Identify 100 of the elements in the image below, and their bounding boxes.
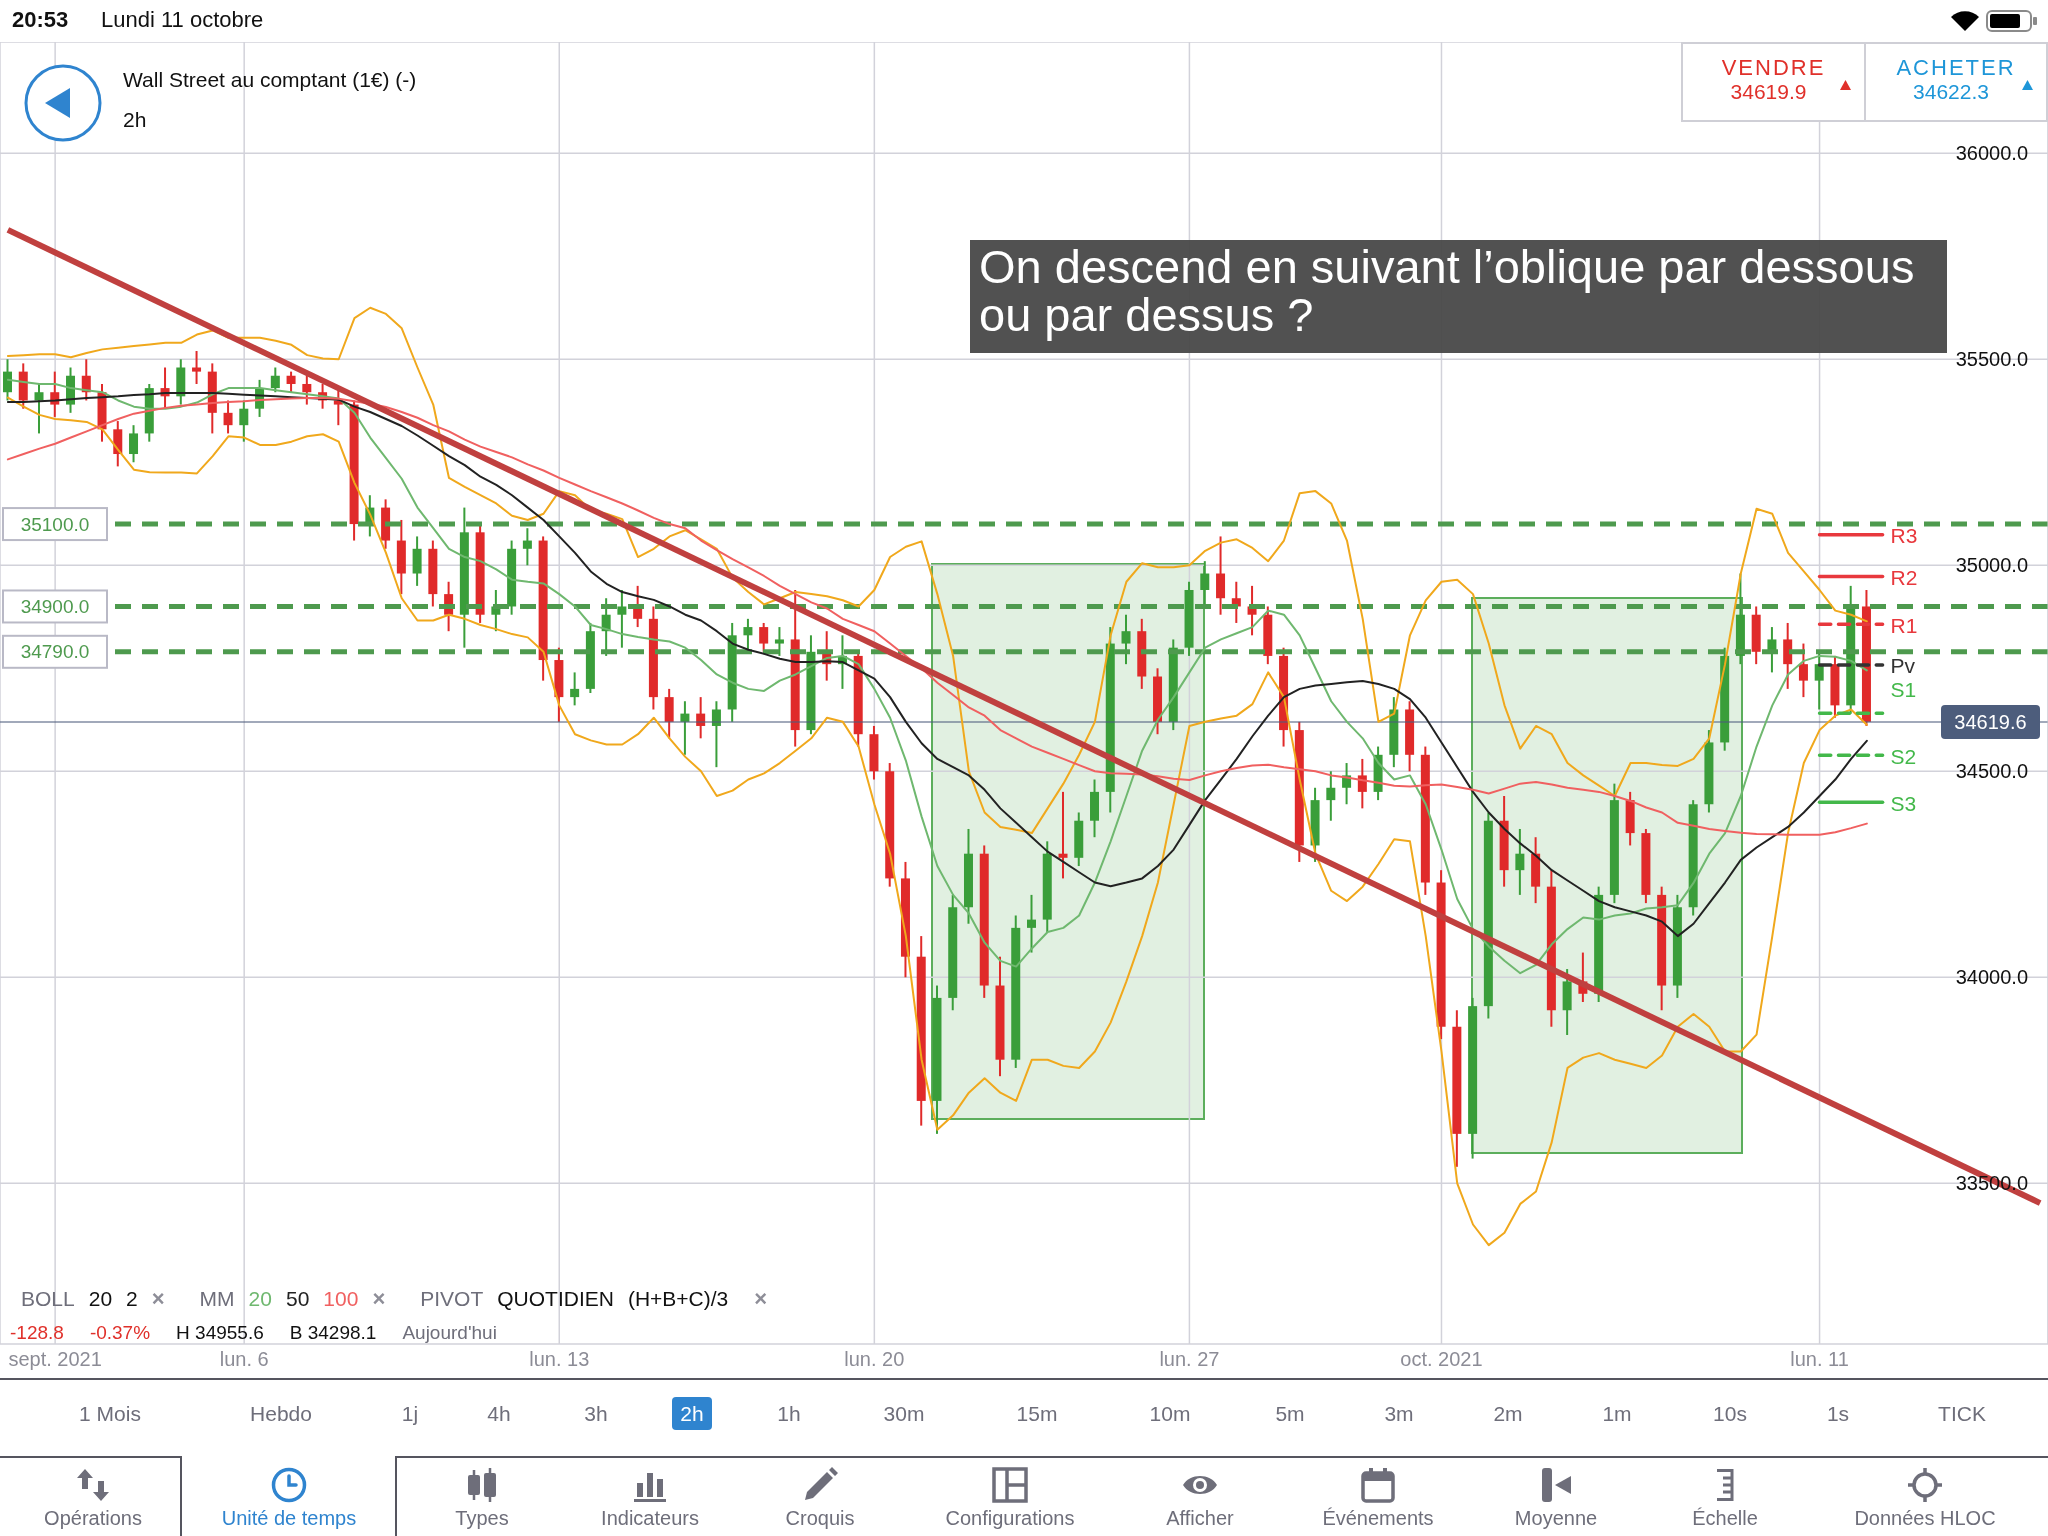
y-tick-label: 36000.0 [1955,142,2028,165]
text: Types [454,1507,510,1530]
series-label: R1 [1890,613,1918,637]
candlestick [570,671,580,707]
ref-line-label: 34790.0 [20,641,90,663]
text: 1s [1826,1402,1850,1425]
series-label: S2 [1890,744,1917,768]
legend-title: MM [199,1287,235,1311]
x-tick-label: oct. 2021 [1400,1348,1483,1371]
text: 30m [883,1402,925,1425]
annotation: BOLL [21,1287,75,1311]
y-tick-label: 34000.0 [1955,966,2028,989]
candlestick [774,626,784,657]
text: 1 Mois [79,1402,141,1425]
annotation: H 34955.6 [176,1322,264,1344]
x-tick-label: sept. 2021 [8,1348,102,1371]
text: 15m [1016,1402,1058,1425]
annotation: × [372,1286,386,1312]
text: Échelle [1691,1507,1759,1530]
annotation: 2 [126,1287,138,1311]
y-tick-label: 35000.0 [1955,554,2028,577]
annotation: ACHETER [1895,55,2017,80]
series-label: R2 [1890,565,1918,589]
candlestick [1326,770,1336,822]
ref-line-label: 35100.0 [20,513,90,535]
annotation: VENDRE [1720,55,1827,80]
text: 10m [1149,1402,1191,1425]
x-tick-label: lun. 27 [1159,1348,1220,1371]
candlestick [1798,642,1808,699]
text: Événements [1321,1507,1435,1530]
series-label: S1 [1890,678,1917,702]
series-label: S3 [1890,791,1917,815]
text: Unité de temps [220,1507,358,1530]
candlestick [286,370,296,394]
candlestick [1515,827,1525,896]
candlestick [3,358,12,402]
text: Indicateurs [600,1507,700,1530]
text: 50 [285,1287,310,1311]
candlestick [223,399,233,435]
annotation: B 34298.1 [289,1322,377,1344]
text: 5m [1275,1402,1305,1425]
annotation: -0.37% [89,1322,151,1344]
y-tick-label: 34500.0 [1955,760,2028,783]
ref-line-label: 34619.6 [1954,711,2027,734]
text: TICK [1938,1402,1986,1425]
candlestick [239,399,249,443]
text: 3m [1384,1402,1414,1425]
annotation: PIVOT [420,1287,484,1311]
candlestick [302,374,312,406]
annotation: 34622.3 [1912,80,1990,104]
text: 2m [1493,1402,1523,1425]
candlestick [1121,613,1131,666]
candlestick [270,366,280,394]
series-label: R3 [1890,524,1918,548]
text: Données HLOC [1853,1507,1997,1530]
annotation: (H+B+C)/3 [627,1287,729,1311]
y-tick-label: 35500.0 [1955,348,2028,371]
text: 1h [777,1402,801,1425]
candlestick [617,588,627,649]
x-tick-label: lun. 13 [529,1348,590,1371]
annotation: On descend en suivant l’oblique par dessous ou par dessus ? [970,240,1947,353]
text: Lundi 11 octobre [101,7,264,33]
annotation: 20 [88,1287,113,1311]
line-series [6,396,1868,1247]
text: 20 [248,1287,272,1311]
candlestick [711,700,721,769]
text: 1m [1602,1402,1632,1425]
text: 10s [1713,1402,1747,1425]
candlestick [34,382,44,435]
candlestick [192,350,202,385]
candlestick [522,527,532,567]
text: 3h [584,1402,608,1425]
series-label: Pv [1890,654,1916,678]
text: Wall Street au comptant (1€) (-) [123,68,417,92]
x-tick-label: lun. 6 [219,1348,269,1371]
candlestick [129,424,139,464]
x-tick-label: lun. 11 [1790,1348,1849,1371]
text: 2h [672,1397,712,1430]
text: Configurations [944,1507,1076,1530]
candlestick [1027,893,1036,954]
annotation: -128.8 [10,1322,64,1344]
candlestick [1058,790,1068,880]
annotation: QUOTIDIEN [497,1287,614,1311]
ref-line-label: 34900.0 [20,596,90,618]
annotation: Aujourd'hui [402,1322,497,1344]
annotation: 34619.9 [1729,80,1808,104]
text: 100 [323,1287,359,1311]
annotation: × [754,1286,768,1312]
text: 20:53 [12,7,69,33]
text: Afficher [1165,1507,1235,1530]
x-tick-label: lun. 20 [844,1348,905,1371]
text: 2h [123,108,147,132]
text: Moyenne [1513,1507,1599,1530]
text: 4h [487,1402,511,1425]
text: Opérations [43,1507,143,1530]
text: Hebdo [250,1402,312,1425]
text: 1j [401,1402,419,1425]
text: Croquis [784,1507,856,1530]
candlestick [1357,757,1367,810]
annotation: × [151,1286,165,1312]
